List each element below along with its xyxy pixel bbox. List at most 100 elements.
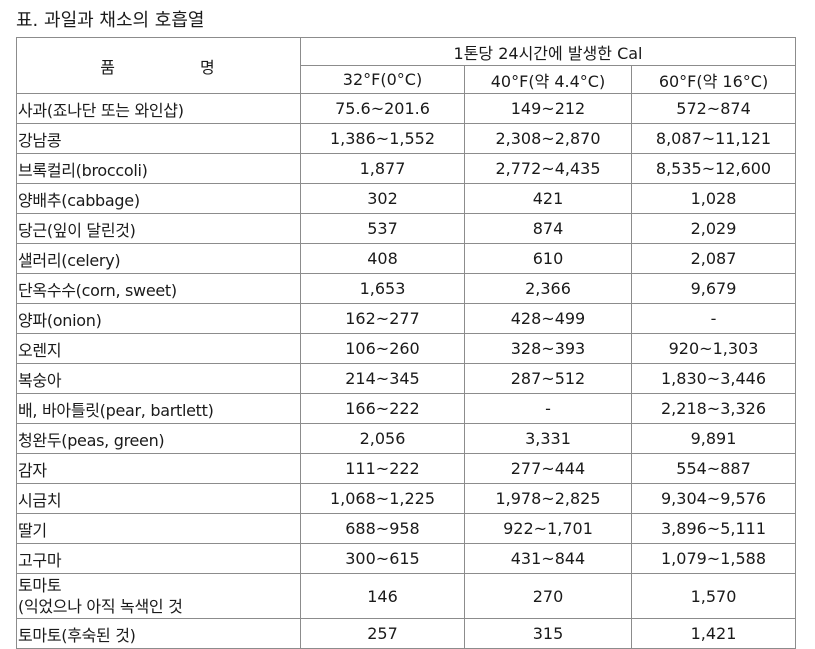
row-value-cell: 162~277 <box>300 303 465 334</box>
row-item-name: 복숭아 <box>16 363 301 394</box>
row-value-cell: 302 <box>300 183 465 214</box>
row-value-cell: 1,830~3,446 <box>630 363 797 394</box>
row-value-cell: 920~1,303 <box>630 333 797 364</box>
row-item-name: 당근(잎이 달린것) <box>16 213 301 244</box>
table-row: 배, 바아틀릿(pear, bartlett) 166~222-2,218~3,3… <box>16 393 797 424</box>
table-row: 감자 111~222 277~444 554~887 <box>16 453 797 484</box>
row-value-cell: 572~874 <box>630 93 797 124</box>
cal-group-header: 1톤당 24시간에 발생한 Cal <box>299 37 797 66</box>
table-row: 양배추(cabbage) 302 421 1,028 <box>16 183 797 214</box>
row-value-cell: 287~512 <box>464 363 632 394</box>
row-value-cell: 554~887 <box>630 453 797 484</box>
row-value-cell: 3,331 <box>464 423 632 454</box>
row-value-cell: 270 <box>464 573 632 619</box>
row-value-cell: - <box>464 393 632 424</box>
item-name-header: 품 명 <box>16 37 301 94</box>
column-header-32f: 32°F(0°C) <box>300 65 465 94</box>
row-value-cell: 1,421 <box>630 618 797 649</box>
row-value-cell: 328~393 <box>464 333 632 364</box>
row-value-cell: 9,304~9,576 <box>630 483 797 514</box>
header-row-group: 품 명 1톤당 24시간에 발생한 Cal <box>16 37 797 94</box>
row-value-cell: 537 <box>300 213 465 244</box>
column-header-60f: 60°F(약 16°C) <box>630 65 797 94</box>
row-value-cell: 146 <box>300 573 465 619</box>
row-value-cell: 9,679 <box>630 273 797 304</box>
page-title: 표. 과일과 채소의 호흡열 <box>16 10 205 31</box>
row-item-name: 사과(죠나단 또는 와인샵) <box>16 93 301 124</box>
table-body: 사과(죠나단 또는 와인샵) 75.6~201.6 149~212 572~874 강남… <box>16 93 797 649</box>
table-row: 당근(잎이 달린것) 537 874 2,029 <box>16 213 797 244</box>
row-item-name: 감자 <box>16 453 301 484</box>
table-row: 고구마 300~615 431~844 1,079~1,588 <box>16 543 797 574</box>
row-item-name: 토마토(후숙된 것) <box>16 618 301 649</box>
row-value-cell: 2,308~2,870 <box>464 123 632 154</box>
table-row: 딸기 688~958 922~1,701 3,896~5,111 <box>16 513 797 544</box>
row-value-cell: 149~212 <box>464 93 632 124</box>
row-value-cell: 1,877 <box>300 153 465 184</box>
table-row: 강남콩 1,386~1,552 2,308~2,870 8,087~11,121 <box>16 123 797 154</box>
row-value-cell: 8,087~11,121 <box>630 123 797 154</box>
row-value-cell: 106~260 <box>300 333 465 364</box>
row-value-cell: 431~844 <box>464 543 632 574</box>
column-header-40f: 40°F(약 4.4°C) <box>464 65 632 94</box>
row-item-name: 단옥수수(corn, sweet) <box>16 273 301 304</box>
row-item-name: 양배추(cabbage) <box>16 183 301 214</box>
row-value-cell: 2,029 <box>630 213 797 244</box>
row-value-cell: 277~444 <box>464 453 632 484</box>
row-value-cell: 2,056 <box>300 423 465 454</box>
row-value-cell: 874 <box>464 213 632 244</box>
row-value-cell: 300~615 <box>300 543 465 574</box>
row-value-cell: 214~345 <box>300 363 465 394</box>
row-value-cell: 408 <box>300 243 465 274</box>
row-value-cell: 1,653 <box>300 273 465 304</box>
row-value-cell: 1,079~1,588 <box>630 543 797 574</box>
row-item-name: 강남콩 <box>16 123 301 154</box>
row-value-cell: 75.6~201.6 <box>300 93 465 124</box>
table-row: 복숭아 214~345 287~512 1,830~3,446 <box>16 363 797 394</box>
row-value-cell: 257 <box>300 618 465 649</box>
row-value-cell: 1,068~1,225 <box>300 483 465 514</box>
row-item-name: 고구마 <box>16 543 301 574</box>
row-value-cell: 428~499 <box>464 303 632 334</box>
row-item-name: 토마토 (익었으나 아직 녹색인 것 <box>16 573 301 619</box>
row-value-cell: 1,978~2,825 <box>464 483 632 514</box>
header-row-temps: 32°F(0°C) 40°F(약 4.4°C) 60°F(약 16°C) <box>17 65 797 94</box>
row-value-cell: 1,028 <box>630 183 797 214</box>
row-value-cell: - <box>630 303 797 334</box>
row-value-cell: 111~222 <box>300 453 465 484</box>
row-value-cell: 1,570 <box>630 573 797 619</box>
row-item-name: 시금치 <box>16 483 301 514</box>
row-value-cell: 421 <box>464 183 632 214</box>
row-value-cell: 3,896~5,111 <box>630 513 797 544</box>
row-item-name: 브록컬리(broccoli) <box>16 153 301 184</box>
table-row: 청완두(peas, green) 2,056 3,331 9,891 <box>16 423 797 454</box>
table-row: 단옥수수(corn, sweet) 1,653 2,366 9,679 <box>16 273 797 304</box>
row-item-name: 양파(onion) <box>16 303 301 334</box>
row-value-cell: 2,218~3,326 <box>630 393 797 424</box>
table-row: 브록컬리(broccoli) 1,877 2,772~4,435 8,535~12,6… <box>16 153 797 184</box>
row-value-cell: 2,366 <box>464 273 632 304</box>
table-row: 토마토(후숙된 것) 257 315 1,421 <box>16 618 797 649</box>
row-item-name: 샐러리(celery) <box>16 243 301 274</box>
row-value-cell: 2,772~4,435 <box>464 153 632 184</box>
row-item-name: 청완두(peas, green) <box>16 423 301 454</box>
row-value-cell: 1,386~1,552 <box>300 123 465 154</box>
row-value-cell: 610 <box>464 243 632 274</box>
table-row: 시금치 1,068~1,225 1,978~2,825 9,304~9,576 <box>16 483 797 514</box>
table-row: 토마토 (익었으나 아직 녹색인 것 146 270 1,570 <box>16 573 797 619</box>
row-value-cell: 2,087 <box>630 243 797 274</box>
respiration-heat-table: 품 명 1톤당 24시간에 발생한 Cal 32°F(0°C) 40°F(약 4… <box>16 37 797 649</box>
row-item-name: 딸기 <box>16 513 301 544</box>
row-value-cell: 8,535~12,600 <box>630 153 797 184</box>
table-row: 사과(죠나단 또는 와인샵) 75.6~201.6 149~212 572~874 <box>16 93 797 124</box>
table-row: 샐러리(celery) 408 610 2,087 <box>16 243 797 274</box>
table-row: 오렌지 106~260 328~393 920~1,303 <box>16 333 797 364</box>
table-row: 양파(onion) 162~277 428~499- <box>16 303 797 334</box>
row-value-cell: 922~1,701 <box>464 513 632 544</box>
row-item-name: 오렌지 <box>16 333 301 364</box>
row-value-cell: 166~222 <box>300 393 465 424</box>
row-item-name: 배, 바아틀릿(pear, bartlett) <box>16 393 301 424</box>
row-value-cell: 315 <box>464 618 632 649</box>
row-value-cell: 688~958 <box>300 513 465 544</box>
row-value-cell: 9,891 <box>630 423 797 454</box>
